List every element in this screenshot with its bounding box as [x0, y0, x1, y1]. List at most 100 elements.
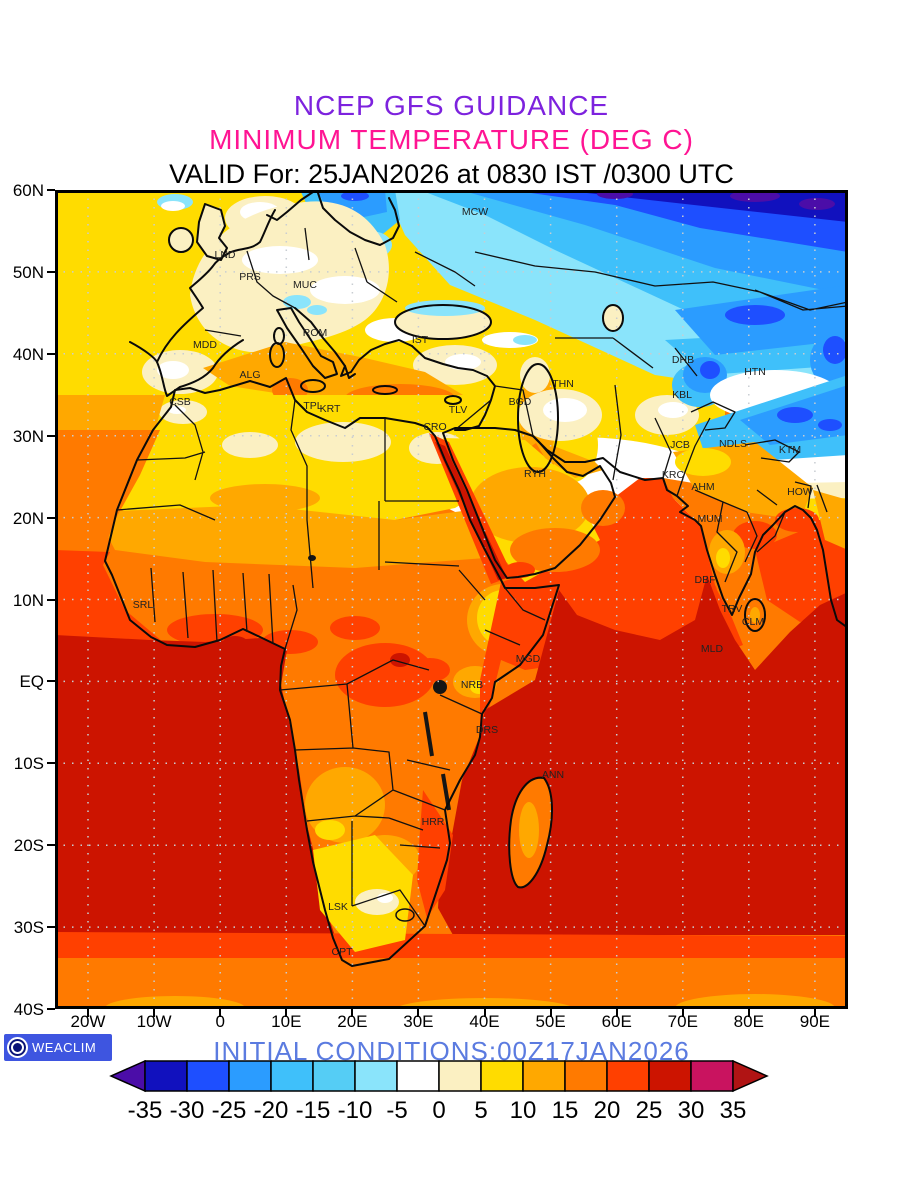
colorbar-tick-label: -15	[296, 1097, 331, 1124]
lat-tick-label: 60N	[12, 181, 44, 200]
colorbar-tick-label: -30	[170, 1097, 205, 1124]
colorbar-cell	[480, 1060, 524, 1092]
colorbar-cell	[270, 1060, 314, 1092]
lon-tick-label: 10W	[136, 1012, 172, 1031]
lon-tick	[615, 1009, 618, 1017]
station-label-htn: HTN	[744, 366, 766, 378]
lon-tick	[153, 1009, 156, 1017]
lat-tick	[47, 516, 55, 519]
lat-tick	[47, 926, 55, 929]
colorbar-tick-label: -35	[128, 1097, 163, 1124]
station-label-lnd: LND	[214, 249, 235, 261]
colorbar-cell	[564, 1060, 608, 1092]
weaclim-logo-icon	[7, 1037, 28, 1058]
temperature-field	[55, 189, 850, 1022]
lon-tick-label: 50E	[535, 1012, 566, 1031]
colorbar-tick-label: 10	[510, 1097, 537, 1124]
lon-tick-label: 80E	[733, 1012, 764, 1031]
colorbar-tick-label: 30	[678, 1097, 705, 1124]
graticule	[55, 190, 848, 1009]
colorbar-cell	[354, 1060, 398, 1092]
weaclim-logo: WEACLIM	[4, 1034, 112, 1061]
station-label-cpt: CPT	[332, 946, 354, 958]
lon-tick	[747, 1009, 750, 1017]
colorbar-cell	[522, 1060, 566, 1092]
coastlines	[104, 189, 849, 967]
station-label-thn: THN	[552, 378, 574, 390]
station-label-dbf: DBF	[695, 574, 716, 586]
lon-tick-label: 0	[215, 1012, 225, 1031]
lat-tick	[47, 1008, 55, 1010]
colorbar-tick-label: 15	[552, 1097, 579, 1124]
colorbar-cell	[606, 1060, 650, 1092]
lat-tick	[47, 270, 55, 273]
colorbar-arrow-left	[109, 1059, 146, 1093]
colorbar-tick-label: -10	[338, 1097, 373, 1124]
lon-tick-label: 20E	[337, 1012, 368, 1031]
lat-tick-label: 30S	[13, 918, 44, 938]
station-label-krc: KRC	[662, 469, 685, 481]
lon-tick-label: 30E	[403, 1012, 434, 1031]
station-label-nrb: NRB	[461, 679, 483, 691]
map-area: MCW LND PRS MUC ROM IST MDD ALG CSB TPL KRT TLV CRO T…	[55, 189, 850, 1022]
station-label-krt: KRT	[320, 403, 341, 415]
station-label-tlv: TLV	[449, 404, 467, 416]
station-label-drs: DRS	[476, 724, 498, 736]
station-label-bgd: BGD	[509, 396, 532, 408]
colorbar-arrow-right	[732, 1059, 769, 1093]
lon-tick-label: 10E	[271, 1012, 302, 1031]
station-label-ryh: RYH	[524, 468, 546, 480]
colorbar-tick-label: -20	[254, 1097, 289, 1124]
colorbar-cell	[144, 1060, 188, 1092]
lat-tick	[47, 352, 55, 355]
lat-tick-label: 40N	[12, 344, 44, 364]
station-label-csb: CSB	[169, 396, 191, 408]
page-title: NCEP GFS GUIDANCE	[293, 90, 610, 121]
lat-tick-label: 50N	[12, 262, 44, 282]
valid-time-line: VALID For: 25JAN2026 at 0830 IST /0300 U…	[169, 159, 734, 189]
lon-tick	[285, 1009, 288, 1017]
station-label-how: HOW	[787, 486, 813, 498]
lat-tick-label: 10S	[13, 754, 44, 774]
colorbar-tick-label: 20	[594, 1097, 621, 1124]
lon-tick-label: 90E	[799, 1012, 831, 1031]
colorbar-tick-label: 0	[432, 1097, 445, 1124]
station-label-muc: MUC	[293, 279, 317, 291]
lon-tick-label: 20W	[70, 1012, 106, 1031]
station-label-cro: CRO	[423, 421, 446, 433]
map-frame	[55, 190, 848, 1009]
colorbar-tick-label: -5	[386, 1097, 407, 1124]
chart-subtitle: MINIMUM TEMPERATURE (DEG C)	[209, 124, 694, 155]
lon-tick	[351, 1009, 354, 1017]
station-label-dhb: DHB	[672, 354, 694, 366]
lat-tick	[47, 844, 55, 847]
colorbar-tick-label: 25	[636, 1097, 663, 1124]
station-label-mld: MLD	[701, 643, 724, 655]
lat-tick-label: 20S	[13, 836, 44, 856]
station-label-srl: SRL	[133, 599, 154, 611]
station-label-ahm: AHM	[691, 481, 714, 493]
lat-tick-label: 20N	[12, 508, 44, 528]
lat-tick	[47, 598, 55, 601]
lat-tick-label: 40S	[13, 1000, 44, 1019]
lon-tick-label: 60E	[601, 1012, 632, 1031]
lon-tick	[483, 1009, 486, 1017]
colorbar-cell	[648, 1060, 692, 1092]
station-label-mum: MUM	[697, 513, 722, 525]
colorbar-cell	[228, 1060, 272, 1092]
station-label-mgd: MGD	[516, 653, 541, 665]
station-label-ist: IST	[412, 334, 429, 346]
country-borders	[116, 227, 849, 927]
colorbar-cell	[186, 1060, 230, 1092]
colorbar-cell	[438, 1060, 482, 1092]
station-label-ktm: KTM	[779, 444, 801, 456]
station-label-hrr: HRR	[422, 816, 445, 828]
lon-tick	[549, 1009, 552, 1017]
lon-tick	[417, 1009, 420, 1017]
lat-tick	[47, 189, 55, 191]
lat-tick	[47, 434, 55, 437]
colorbar-tick-label: -25	[212, 1097, 247, 1124]
colorbar-tick-label: 5	[474, 1097, 487, 1124]
colorbar-cell	[396, 1060, 440, 1092]
